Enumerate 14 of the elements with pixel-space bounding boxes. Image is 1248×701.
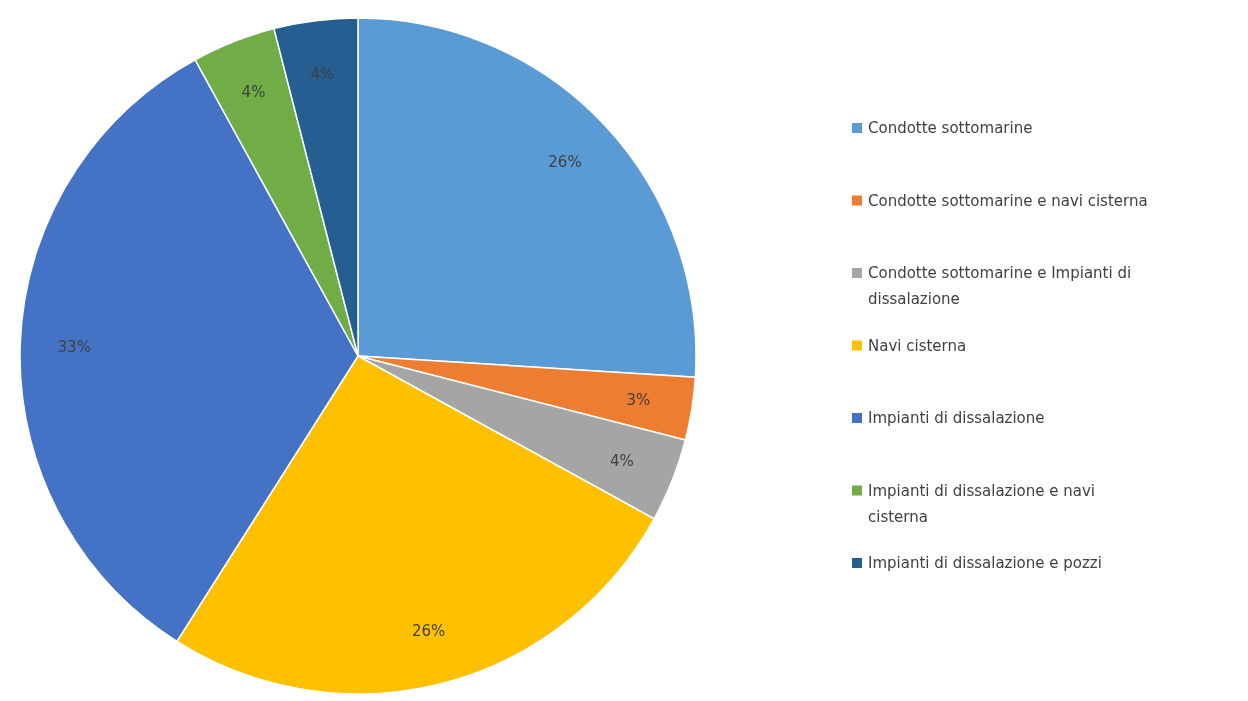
legend-label: Impianti di dissalazione e pozzi: [868, 554, 1102, 572]
data-label: 33%: [57, 338, 91, 357]
data-label: 26%: [411, 622, 446, 640]
legend-label: Impianti di dissalazione: [868, 409, 1045, 427]
legend-label: Navi cisterna: [868, 336, 967, 355]
data-label: 26%: [548, 152, 582, 171]
legend-label: Condotte sottomarine e Impianti di dissalazione: [868, 264, 1132, 308]
data-label: 4%: [610, 451, 634, 470]
legend-label: Impianti di dissalazione e navi cisterna: [868, 481, 1096, 526]
data-label: 3%: [626, 391, 651, 410]
legend-label: Condotte sottomarine e navi cisterna: [868, 191, 1148, 210]
legend-label: Condotte sottomarine: [868, 119, 1033, 137]
data-label: 4%: [310, 65, 335, 84]
data-label: 4%: [241, 83, 266, 102]
